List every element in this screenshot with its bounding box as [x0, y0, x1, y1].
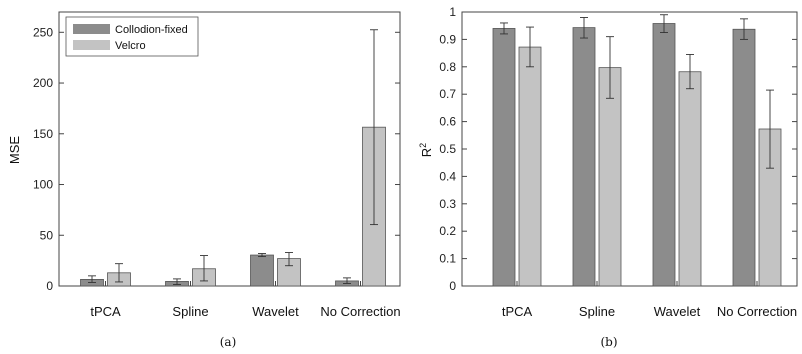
y-tick-label: 0.3: [439, 197, 456, 211]
panel-b-bars: [492, 14, 782, 287]
x-tick-label: Wavelet: [252, 304, 299, 319]
y-tick-label: 0.9: [439, 32, 456, 46]
bar-collodion-fixed-spline: [572, 27, 596, 287]
x-tick-label: No Correction: [717, 304, 797, 319]
y-tick-label: 0.8: [439, 60, 456, 74]
y-tick-label: 0.5: [439, 142, 456, 156]
bar-collodion-fixed-wavelet: [250, 254, 274, 287]
panel-a-y-axis: 0 50 100 150 200 250: [33, 25, 400, 293]
y-tick-label: 0.4: [439, 169, 456, 183]
panel-a-y-axis-title: MSE: [7, 136, 22, 165]
panel-b-r2-chart: 0 0.1 0.2 0.3 0.4 0.5 0.6 0.7 0.8 0.9 1 tPCA Spline…: [418, 5, 798, 349]
y-tick-label: 200: [33, 76, 53, 90]
y-tick-label: 150: [33, 127, 53, 141]
x-tick-label: Wavelet: [654, 304, 701, 319]
legend-label-velcro: Velcro: [115, 40, 146, 52]
bar-velcro-spline: [598, 67, 622, 287]
x-tick-label: No Correction: [320, 304, 400, 319]
y-tick-label: 250: [33, 25, 53, 39]
legend-label-collodion-fixed: Collodion-fixed: [115, 24, 188, 36]
bar-velcro-tpca: [518, 46, 542, 287]
x-tick-label: tPCA: [90, 304, 121, 319]
y-tick-label: 0: [449, 279, 456, 293]
y-tick-label: 50: [40, 228, 54, 242]
bar-collodion-fixed-no-correction: [732, 28, 756, 287]
panel-b-y-axis-title: R2: [418, 143, 434, 157]
x-tick-label: Spline: [172, 304, 208, 319]
panel-b-x-axis: tPCA Spline Wavelet No Correction: [502, 281, 797, 319]
panel-a-caption: (a): [220, 335, 237, 349]
bar-collodion-fixed-tpca: [492, 28, 516, 287]
panel-b-y-axis: 0 0.1 0.2 0.3 0.4 0.5 0.6 0.7 0.8 0.9 1: [439, 5, 797, 293]
y-tick-label: 0.7: [439, 87, 456, 101]
y-tick-label: 100: [33, 178, 53, 192]
panel-a-mse-chart: 0 50 100 150 200 250 tPCA Spline Wavelet No Corr…: [7, 11, 401, 349]
legend-swatch-collodion-fixed: [73, 24, 110, 34]
y-tick-label: 0: [46, 279, 53, 293]
y-tick-label: 0.2: [439, 224, 456, 238]
x-tick-label: Spline: [579, 304, 615, 319]
panel-b-caption: (b): [600, 335, 617, 349]
bar-collodion-fixed-wavelet: [652, 23, 676, 287]
panel-a-bars: [80, 29, 386, 287]
bar-velcro-wavelet: [678, 71, 702, 287]
y-tick-label: 1: [449, 5, 456, 19]
panel-a-plot-area: [58, 11, 401, 287]
panel-a-x-axis: tPCA Spline Wavelet No Correction: [90, 281, 401, 319]
y-tick-label: 0.6: [439, 115, 456, 129]
legend-swatch-velcro: [73, 40, 110, 50]
x-tick-label: tPCA: [502, 304, 533, 319]
y-tick-label: 0.1: [439, 252, 456, 266]
panel-a-legend: Collodion-fixed Velcro: [65, 16, 199, 57]
